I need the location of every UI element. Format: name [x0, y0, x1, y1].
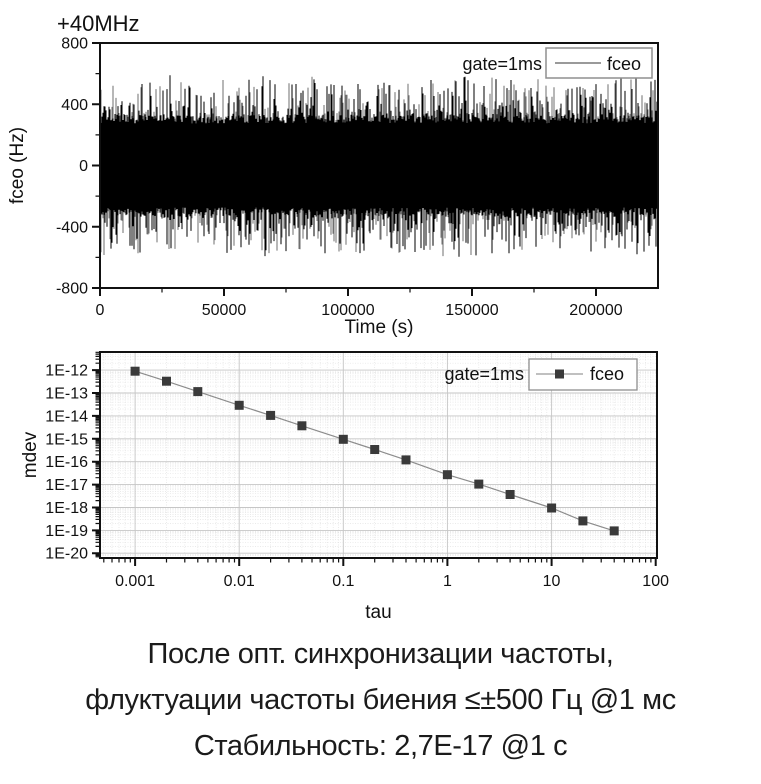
caption-line-3: Стабильность: 2,7E-17 @1 с [193, 730, 568, 762]
grid-major [100, 352, 657, 558]
top-x-tick-label: 100000 [321, 302, 374, 319]
top-x-tick-label: 150000 [445, 302, 498, 319]
bottom-y-tick-label: 1E-17 [45, 477, 88, 494]
bottom-chart: 0.001 0.01 0.1 1 10 100 1E-12 1E-13 1E-14 1E-15 1E… [0, 340, 761, 630]
top-y-tick-label: -800 [56, 281, 88, 298]
bottom-x-tick-label: 1 [443, 573, 452, 590]
bottom-y-axis-title: mdev [20, 431, 41, 478]
bottom-y-tick-label: 1E-16 [45, 454, 88, 471]
bottom-x-tick-label: 100 [642, 573, 669, 590]
mdev-data-marker [338, 434, 348, 444]
caption-line-2: флуктуации частоты биения ≤±500 Гц @1 мс [85, 684, 676, 716]
bottom-y-tick-label: 1E-14 [45, 408, 88, 425]
mdev-data-marker [130, 366, 140, 376]
top-y-axis-title: fceo (Hz) [7, 127, 28, 204]
bottom-x-tick-label: 10 [543, 573, 561, 590]
mdev-data-marker [609, 526, 619, 536]
bottom-y-tick-label: 1E-18 [45, 500, 88, 517]
top-y-tick-label: 0 [79, 158, 88, 175]
mdev-data-marker [162, 376, 171, 386]
bottom-y-tick-label: 1E-13 [45, 386, 88, 403]
top-legend-gate-label: gate=1ms [462, 54, 542, 74]
bottom-legend-marker [555, 369, 564, 379]
caption-line-1: После опт. синхронизации частоты, [147, 638, 614, 670]
top-x-tick-label: 200000 [569, 302, 622, 319]
top-y-tick-label: 800 [61, 36, 88, 53]
bottom-y-tick-label: 1E-12 [45, 363, 88, 380]
mdev-data-marker [578, 516, 588, 526]
mdev-data-marker [266, 410, 276, 420]
top-y-tick-label: 400 [61, 97, 88, 114]
mdev-data-marker [547, 503, 557, 513]
caption: После опт. синхронизации частоты, флукту… [0, 631, 761, 769]
mdev-data-marker [193, 387, 203, 397]
top-legend-series-label: fceo [607, 54, 641, 74]
mdev-data-marker [442, 470, 452, 480]
bottom-x-tick-label: 0.001 [115, 573, 155, 590]
plot-frame [99, 351, 658, 559]
top-chart-svg: 0 50000 100000 150000 200000 800 400 0 -400 -800 +… [7, 11, 659, 338]
mdev-data-marker [370, 445, 380, 454]
bottom-y-tick-label: 1E-19 [45, 523, 88, 540]
mdev-data-marker [401, 455, 411, 465]
mdev-data-marker [505, 490, 515, 499]
bottom-legend-series-label: fceo [590, 364, 624, 384]
bottom-x-axis-title: tau [365, 602, 391, 623]
bottom-y-tick-label: 1E-15 [45, 431, 88, 448]
top-y-tick-label: -400 [56, 219, 88, 236]
major-ticks [92, 42, 597, 296]
minor-ticks [95, 73, 535, 293]
grid-minor [100, 352, 657, 558]
major-ticks [92, 369, 657, 566]
offset-title: +40MHz [57, 11, 140, 36]
top-chart: 0 50000 100000 150000 200000 800 400 0 -400 -800 +… [0, 0, 761, 345]
bottom-legend-gate-label: gate=1ms [444, 364, 524, 384]
mdev-data-marker [234, 400, 244, 410]
bottom-chart-svg: 0.001 0.01 0.1 1 10 100 1E-12 1E-13 1E-14 1E-15 1E… [20, 351, 669, 623]
bottom-x-tick-label: 0.1 [332, 573, 354, 590]
top-x-axis-title: Time (s) [345, 317, 414, 338]
mdev-data-marker [297, 421, 307, 431]
top-x-tick-label: 0 [96, 302, 105, 319]
bottom-x-tick-label: 0.01 [224, 573, 255, 590]
bottom-y-tick-label: 1E-20 [45, 546, 88, 563]
top-x-tick-label: 50000 [202, 302, 247, 319]
minor-ticks [95, 351, 652, 563]
mdev-data-marker [474, 479, 484, 489]
